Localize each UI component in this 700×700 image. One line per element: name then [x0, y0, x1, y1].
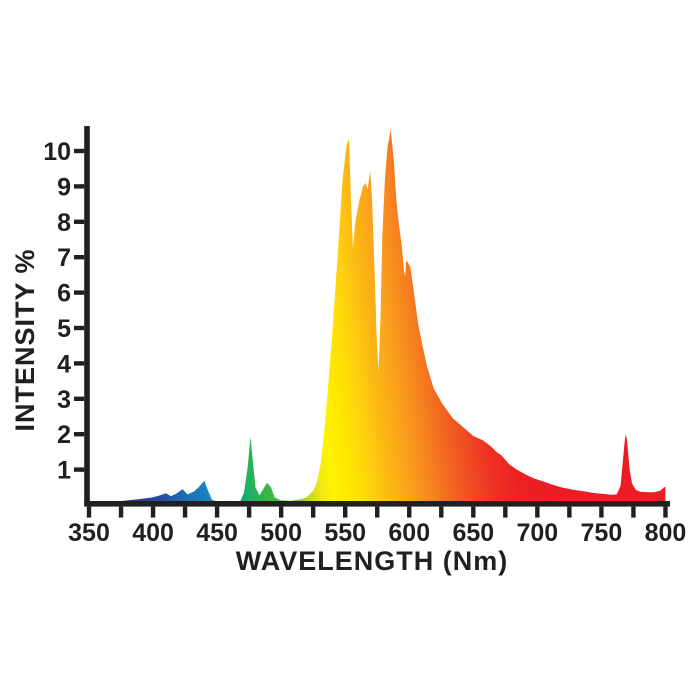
y-tick [74, 255, 85, 260]
x-tick [246, 506, 252, 518]
y-tick-label: 7 [57, 244, 71, 272]
x-tick-label: 500 [260, 519, 302, 547]
y-tick [74, 290, 85, 295]
y-tick [74, 467, 85, 472]
y-tick [74, 219, 85, 224]
x-tick [86, 506, 92, 518]
x-tick [214, 506, 220, 518]
y-tick [74, 325, 85, 331]
y-tick-label: 6 [57, 280, 71, 308]
x-tick [182, 506, 188, 518]
x-axis-line [84, 501, 670, 507]
x-tick [439, 506, 444, 518]
x-tick-label: 600 [388, 519, 430, 547]
x-tick [503, 506, 508, 518]
y-tick-label: 3 [57, 386, 71, 414]
y-tick-label: 2 [57, 421, 71, 449]
y-tick-label: 10 [43, 138, 71, 166]
x-tick-label: 400 [132, 519, 174, 547]
x-tick [535, 506, 540, 518]
y-axis-line [84, 126, 90, 507]
x-tick [375, 506, 380, 518]
y-tick [74, 361, 85, 366]
x-tick [471, 506, 476, 518]
x-tick [278, 506, 284, 518]
x-tick [150, 506, 156, 518]
x-tick-label: 650 [452, 519, 494, 547]
axes [84, 126, 670, 507]
y-tick-label: 1 [57, 457, 71, 485]
x-tick-label: 450 [196, 519, 238, 547]
y-axis-title: INTENSITY % [10, 248, 40, 431]
x-tick [631, 506, 636, 518]
y-tick [74, 148, 85, 154]
x-tick-label: 350 [68, 519, 110, 547]
y-tick [74, 184, 85, 189]
y-tick-label: 5 [57, 315, 71, 343]
x-tick [567, 506, 572, 518]
x-tick-label: 550 [324, 519, 366, 547]
y-tick-label: 8 [57, 209, 71, 237]
y-tick [74, 432, 85, 437]
x-axis-title: WAVELENGTH (Nm) [236, 546, 509, 576]
tick-labels: 350 400 450 500 550 600 650 700 750 800 1 2 3 4 5 6 7 8 9 1… [43, 138, 686, 547]
y-tick-label: 4 [57, 350, 71, 378]
tick-marks [74, 148, 668, 518]
x-tick-label: 750 [581, 519, 623, 547]
x-tick [310, 506, 316, 518]
x-tick [407, 506, 412, 518]
y-tick [74, 396, 85, 401]
x-tick [343, 506, 348, 518]
x-tick-label: 800 [645, 519, 687, 547]
x-tick [599, 506, 604, 518]
x-tick-label: 700 [516, 519, 558, 547]
spectrum-area [89, 129, 666, 504]
x-tick [118, 506, 124, 518]
x-tick [663, 506, 668, 518]
y-tick-label: 9 [57, 173, 71, 201]
